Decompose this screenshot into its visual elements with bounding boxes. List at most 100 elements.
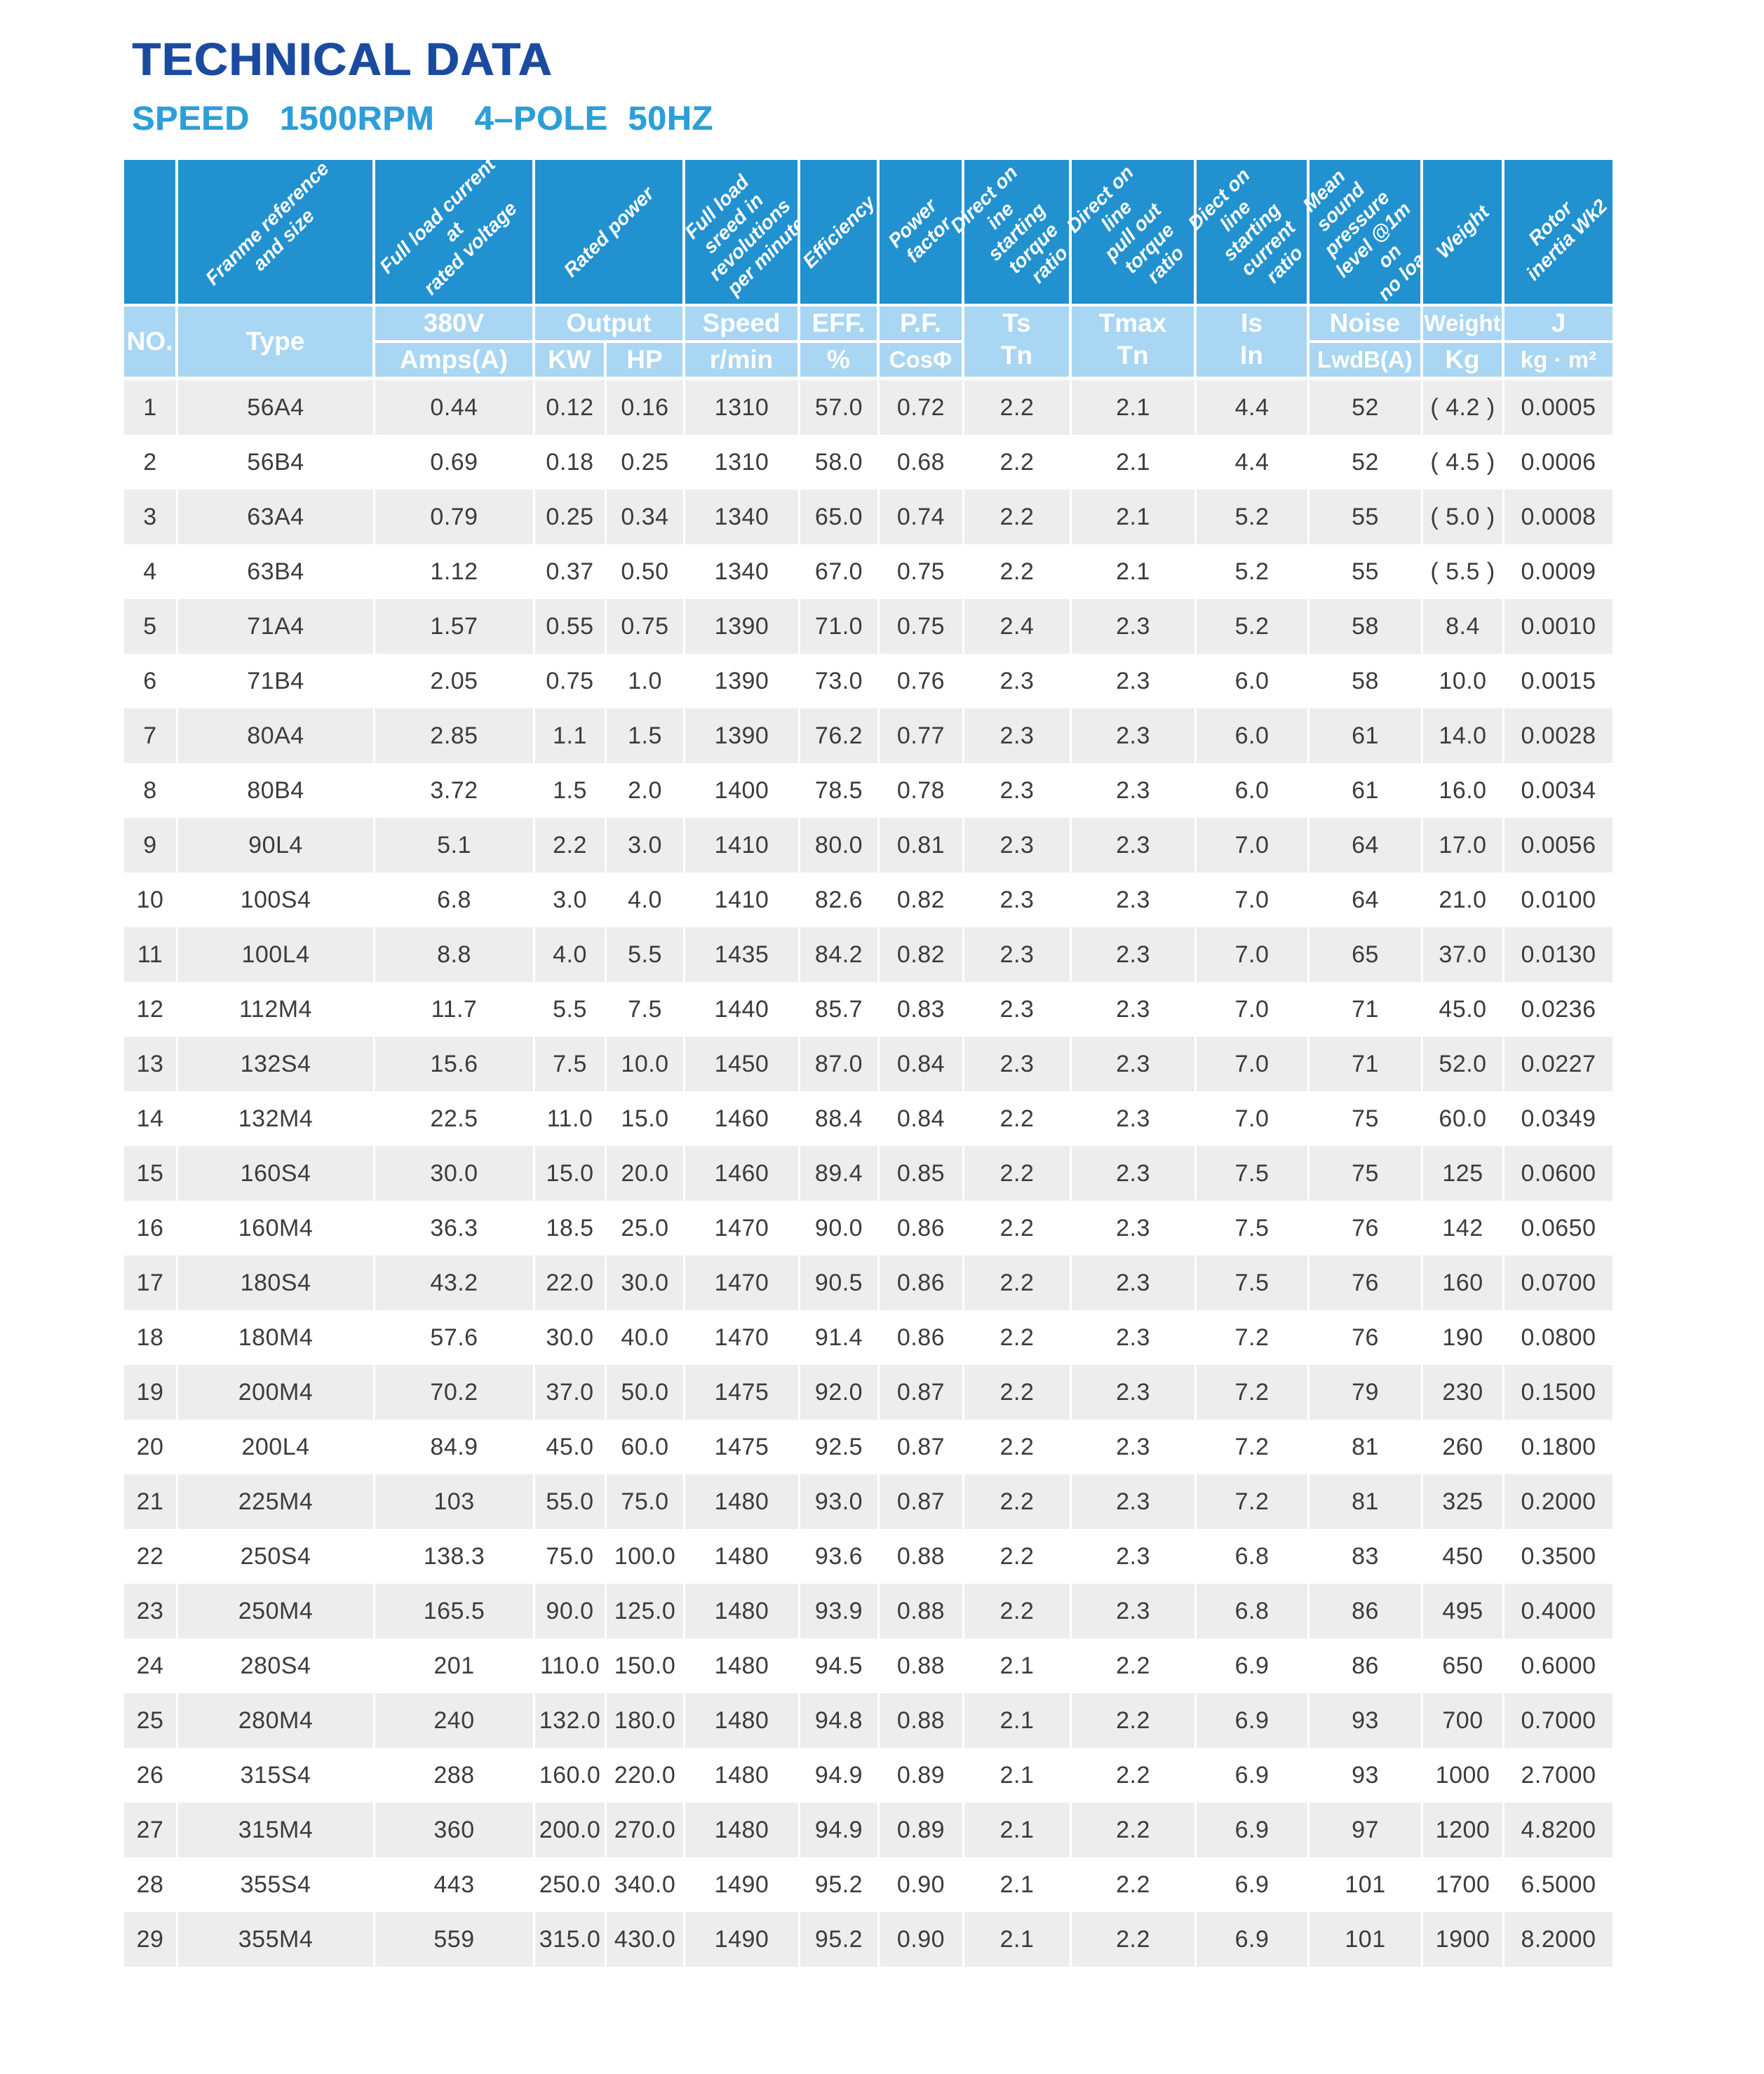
cell-noise: 101: [1309, 1857, 1423, 1912]
table-body: 1 56A4 0.44 0.12 0.16 1310 57.0 0.72 2.2…: [124, 380, 1612, 1967]
cell-amps: 70.2: [375, 1365, 535, 1420]
cell-weight: 125: [1423, 1146, 1504, 1201]
cell-amps: 165.5: [375, 1584, 535, 1638]
cell-tmax: 2.3: [1072, 873, 1197, 927]
cell-amps: 8.8: [375, 927, 535, 982]
cell-ts: 2.2: [964, 380, 1072, 435]
rotated-label: Franme reference and size: [201, 157, 333, 290]
cell-type: 63B4: [178, 544, 375, 599]
cell-amps: 15.6: [375, 1037, 535, 1091]
cell-tmax: 2.3: [1072, 818, 1197, 873]
cell-noise: 61: [1309, 763, 1423, 818]
table-row: 5 71A4 1.57 0.55 0.75 1390 71.0 0.75 2.4…: [124, 599, 1612, 654]
cell-is: 6.9: [1197, 1857, 1309, 1912]
cell-kw: 200.0: [535, 1803, 607, 1857]
cell-is: 6.8: [1197, 1584, 1309, 1638]
cell-type: 250S4: [178, 1529, 375, 1584]
cell-eff: 73.0: [800, 654, 880, 708]
cell-pf: 0.75: [880, 544, 964, 599]
cell-ts: 2.2: [964, 1474, 1072, 1529]
page-title: TECHNICAL DATA: [132, 33, 553, 85]
table-row: 21 225M4 103 55.0 75.0 1480 93.0 0.87 2.…: [124, 1474, 1612, 1529]
cell-speed: 1480: [685, 1584, 800, 1638]
cell-is: 7.5: [1197, 1201, 1309, 1255]
cell-pf: 0.90: [880, 1912, 964, 1967]
col-label-j: J: [1551, 309, 1566, 337]
cell-pf: 0.72: [880, 380, 964, 435]
cell-hp: 0.25: [607, 435, 685, 490]
cell-j: 4.8200: [1521, 1816, 1596, 1843]
cell-amps: 138.3: [375, 1529, 535, 1584]
cell-noise: 64: [1309, 818, 1423, 873]
col-label-tmax: Tmax: [1098, 309, 1167, 337]
cell-speed: 1340: [685, 544, 800, 599]
table-row: 8 80B4 3.72 1.5 2.0 1400 78.5 0.78 2.3 2…: [124, 763, 1612, 818]
cell-speed: 1490: [685, 1912, 800, 1967]
cell-amps: 360: [375, 1803, 535, 1857]
cell-j: 0.0800: [1521, 1324, 1596, 1351]
cell-speed: 1475: [685, 1420, 800, 1474]
cell-weight: 325: [1423, 1474, 1504, 1529]
cell-hp: 4.0: [607, 873, 685, 927]
cell-ts: 2.1: [964, 1803, 1072, 1857]
cell-tmax: 2.2: [1072, 1693, 1197, 1748]
cell-kw: 90.0: [535, 1584, 607, 1638]
cell-is: 5.2: [1197, 544, 1309, 599]
cell-type: 80A4: [178, 708, 375, 763]
cell-pf: 0.84: [880, 1037, 964, 1091]
cell-noise: 76: [1309, 1201, 1423, 1255]
cell-weight: 142: [1423, 1201, 1504, 1255]
rotated-header-row: Franme reference and size Full load curr…: [124, 154, 1612, 305]
cell-tmax: 2.2: [1072, 1857, 1197, 1912]
cell-speed: 1480: [685, 1693, 800, 1748]
cell-eff: 94.9: [800, 1803, 880, 1857]
cell-kw: 45.0: [535, 1420, 607, 1474]
cell-is: 6.9: [1197, 1803, 1309, 1857]
cell-j: 0.4000: [1521, 1597, 1596, 1624]
table-row: 25 280M4 240 132.0 180.0 1480 94.8 0.88 …: [124, 1693, 1612, 1748]
cell-kw: 75.0: [535, 1529, 607, 1584]
cell-speed: 1460: [685, 1091, 800, 1146]
cell-eff: 94.8: [800, 1693, 880, 1748]
cell-amps: 36.3: [375, 1201, 535, 1255]
table-row: 2 56B4 0.69 0.18 0.25 1310 58.0 0.68 2.2…: [124, 435, 1612, 490]
cell-speed: 1480: [685, 1748, 800, 1803]
col-label-is: Is: [1241, 309, 1263, 337]
cell-j: 0.0650: [1521, 1214, 1596, 1241]
cell-j: 0.0015: [1521, 667, 1596, 694]
cell-kw: 4.0: [535, 927, 607, 982]
cell-no: 20: [124, 1420, 178, 1474]
cell-is: 7.0: [1197, 927, 1309, 982]
cell-j: 0.7000: [1521, 1706, 1596, 1734]
cell-noise: 86: [1309, 1584, 1423, 1638]
cell-speed: 1310: [685, 435, 800, 490]
cell-pf: 0.78: [880, 763, 964, 818]
cell-speed: 1480: [685, 1803, 800, 1857]
table-row: 11 100L4 8.8 4.0 5.5 1435 84.2 0.82 2.3 …: [124, 927, 1612, 982]
cell-tmax: 2.3: [1072, 927, 1197, 982]
cell-eff: 85.7: [800, 982, 880, 1037]
cell-kw: 15.0: [535, 1146, 607, 1201]
cell-kw: 132.0: [535, 1693, 607, 1748]
col-label-380v: 380V: [423, 309, 485, 337]
col-label-eff: EFF.: [812, 309, 866, 337]
cell-kw: 22.0: [535, 1255, 607, 1310]
cell-kw: 0.18: [535, 435, 607, 490]
cell-type: 71A4: [178, 599, 375, 654]
cell-kw: 250.0: [535, 1857, 607, 1912]
cell-tmax: 2.1: [1072, 380, 1197, 435]
cell-tmax: 2.3: [1072, 1529, 1197, 1584]
cell-weight: 1200: [1423, 1803, 1504, 1857]
cell-is: 7.0: [1197, 1037, 1309, 1091]
table-row: 18 180M4 57.6 30.0 40.0 1470 91.4 0.86 2…: [124, 1310, 1612, 1365]
cell-j: 0.0028: [1521, 722, 1596, 749]
cell-noise: 65: [1309, 927, 1423, 982]
cell-pf: 0.81: [880, 818, 964, 873]
cell-speed: 1310: [685, 380, 800, 435]
cell-type: 90L4: [178, 818, 375, 873]
cell-type: 80B4: [178, 763, 375, 818]
cell-hp: 20.0: [607, 1146, 685, 1201]
cell-tmax: 2.1: [1072, 544, 1197, 599]
cell-kw: 18.5: [535, 1201, 607, 1255]
col-label-tn: Tn: [1117, 341, 1149, 370]
